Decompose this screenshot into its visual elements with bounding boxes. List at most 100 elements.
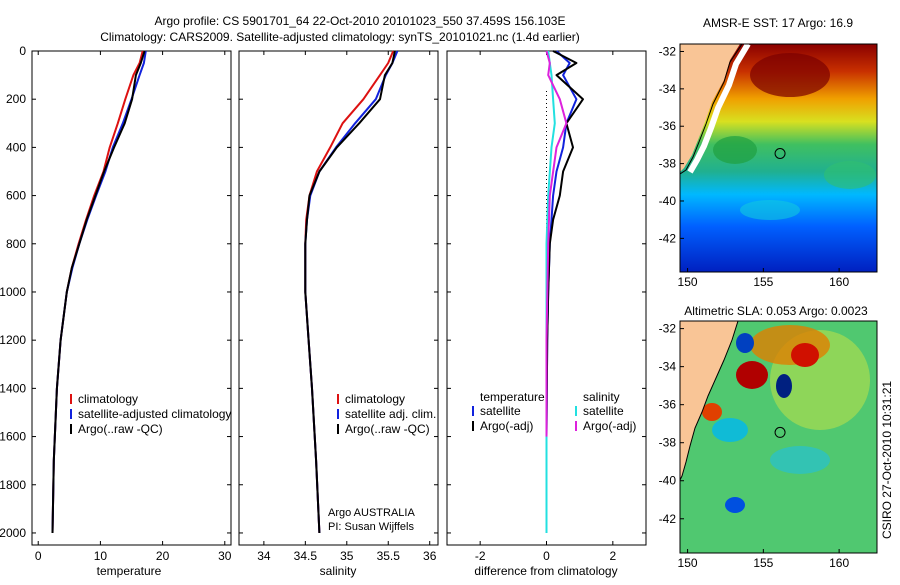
- sst-map-image: [680, 44, 877, 272]
- temperature-legend: climatology satellite-adjusted climatolo…: [70, 392, 231, 436]
- x-tick-label: 34: [257, 549, 271, 563]
- legend-swatch-satellite-adjusted: [70, 409, 72, 419]
- difference-x-label: difference from climatology: [474, 564, 617, 578]
- series-line-argo-raw-qc: [304, 50, 396, 534]
- map-x-tick-label: 160: [829, 275, 849, 289]
- legend-label-climatology: climatology: [345, 392, 405, 406]
- sla-map-axes: 150 155 160 -32 -34 -36 -38 -40 -42: [659, 322, 850, 570]
- map-y-tick-label: -42: [659, 512, 677, 526]
- map-x-tick-label: 150: [678, 556, 698, 570]
- depth-tick-label: 1000: [0, 285, 26, 299]
- sla-coastline: [680, 321, 739, 481]
- sla-high: [736, 361, 768, 389]
- legend-swatch-argo: [70, 424, 72, 434]
- legend-label-satellite: satellite adj. clim.: [345, 407, 436, 421]
- difference-legend: temperature salinity satellite Argo(-adj…: [472, 390, 636, 433]
- sst-map-axes: 150 155 160 -32 -34 -36 -38 -40 -42: [659, 44, 850, 289]
- sla-low: [712, 418, 748, 442]
- depth-tick-label: 1400: [0, 381, 26, 395]
- depth-tick-label: 800: [6, 237, 26, 251]
- legend-swatch-argo: [337, 424, 339, 434]
- x-tick-label: 2: [609, 549, 616, 563]
- depth-axis: 0 200 400 600 800 1000 1200 1400 1600 1800 2000: [0, 44, 231, 540]
- sla-map-panel: Altimetric SLA: 0.053 Argo: 0.0023 150 15…: [659, 304, 878, 570]
- sla-map-frame: [679, 320, 878, 554]
- map-y-tick-label: -38: [659, 157, 677, 171]
- temperature-x-label: temperature: [97, 564, 162, 578]
- series-line-salinity-argo-adj: [545, 50, 568, 437]
- x-tick-label: 30: [218, 549, 232, 563]
- map-y-tick-label: -36: [659, 119, 677, 133]
- sla-map-title: Altimetric SLA: 0.053 Argo: 0.0023: [684, 304, 868, 318]
- x-tick-label: 35.5: [377, 549, 401, 563]
- temperature-panel: 0 200 400 600 800 1000 1200 1400 1600 1800 2000 0 1…: [0, 44, 232, 578]
- depth-tick-label: 1800: [0, 478, 26, 492]
- map-y-tick-label: -34: [659, 360, 677, 374]
- legend-header-salinity: salinity: [583, 390, 620, 404]
- legend-label-argo: Argo(..raw -QC): [345, 422, 430, 436]
- legend-swatch-temp-satellite: [472, 406, 474, 416]
- depth-tick-label: 0: [19, 44, 26, 58]
- salinity-depth-ticks: [239, 50, 438, 534]
- salinity-panel: 34 34.5 35 35.5 36 salinity climatology sate…: [238, 50, 439, 578]
- sst-eddy: [740, 200, 800, 220]
- legend-label-temp-argo: Argo(-adj): [480, 419, 533, 433]
- map-y-tick-label: -40: [659, 194, 677, 208]
- x-tick-label: 10: [94, 549, 108, 563]
- legend-swatch-temp-argo: [472, 421, 474, 431]
- x-tick-label: 34.5: [294, 549, 318, 563]
- principal-investigator-label: PI: Susan Wijffels: [328, 521, 414, 533]
- sst-map-frame: [679, 43, 878, 273]
- depth-tick-label: 1600: [0, 430, 26, 444]
- legend-label-sal-argo: Argo(-adj): [583, 419, 636, 433]
- legend-label-sal-satellite: satellite: [583, 404, 624, 418]
- salinity-series: [304, 50, 399, 534]
- difference-depth-ticks: [447, 50, 646, 534]
- map-x-tick-label: 155: [753, 275, 773, 289]
- depth-tick-label: 400: [6, 140, 26, 154]
- map-y-tick-label: -40: [659, 474, 677, 488]
- temperature-series: [51, 50, 147, 534]
- map-y-tick-label: -32: [659, 322, 677, 336]
- map-y-tick-label: -38: [659, 436, 677, 450]
- sst-warm-core: [750, 53, 830, 97]
- sst-float-marker: [774, 147, 786, 159]
- x-tick-label: 36: [423, 549, 437, 563]
- map-y-tick-label: -36: [659, 398, 677, 412]
- sla-high: [791, 343, 819, 367]
- salinity-x-axis: 34 34.5 35 35.5 36: [257, 51, 437, 563]
- figure-title-line2: Climatology: CARS2009. Satellite-adjuste…: [100, 30, 580, 44]
- sst-map-title: AMSR-E SST: 17 Argo: 16.9: [703, 16, 853, 30]
- x-tick-label: -2: [475, 549, 486, 563]
- map-y-tick-label: -34: [659, 82, 677, 96]
- legend-swatch-climatology: [70, 394, 72, 404]
- sla-map-image: [680, 321, 877, 553]
- series-line-argo-raw-qc: [51, 50, 146, 534]
- sst-eddy: [824, 161, 876, 189]
- csiro-timestamp-credit: CSIRO 27-Oct-2010 10:31:21: [880, 381, 894, 539]
- salinity-legend: climatology satellite adj. clim. Argo(..…: [337, 392, 436, 436]
- sla-float-marker: [774, 426, 786, 438]
- sst-nodata-strip: [687, 44, 751, 174]
- map-x-tick-label: 160: [829, 556, 849, 570]
- map-y-tick-label: -32: [659, 44, 677, 58]
- sst-eddy: [713, 136, 757, 164]
- map-x-tick-label: 155: [753, 556, 773, 570]
- depth-tick-label: 2000: [0, 526, 26, 540]
- map-y-tick-label: -42: [659, 231, 677, 245]
- legend-label-temp-satellite: satellite: [480, 404, 521, 418]
- depth-tick-label: 1200: [0, 333, 26, 347]
- temperature-axes-frame: [31, 50, 232, 546]
- sla-high: [702, 403, 722, 421]
- temperature-x-axis: 0 10 20 30: [35, 51, 232, 563]
- legend-swatch-sal-satellite: [575, 406, 577, 416]
- sla-low: [736, 333, 754, 353]
- sst-coastline: [680, 44, 743, 175]
- sla-low: [725, 497, 745, 513]
- depth-tick-label: 200: [6, 92, 26, 106]
- difference-series: [545, 50, 584, 533]
- legend-swatch-satellite: [337, 409, 339, 419]
- difference-panel: -2 0 2 difference from climatology tempera…: [446, 50, 647, 578]
